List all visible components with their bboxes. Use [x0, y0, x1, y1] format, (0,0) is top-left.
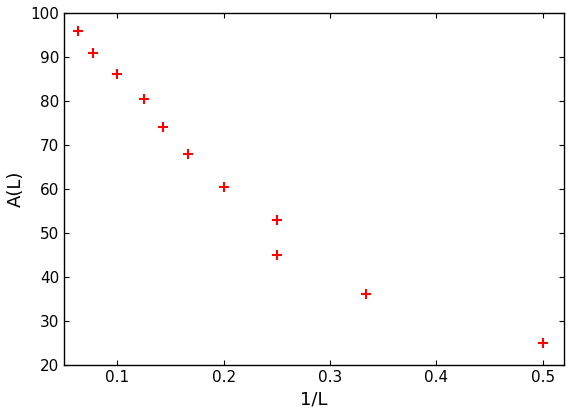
- X-axis label: 1/L: 1/L: [300, 390, 328, 408]
- Y-axis label: A(L): A(L): [7, 171, 25, 207]
